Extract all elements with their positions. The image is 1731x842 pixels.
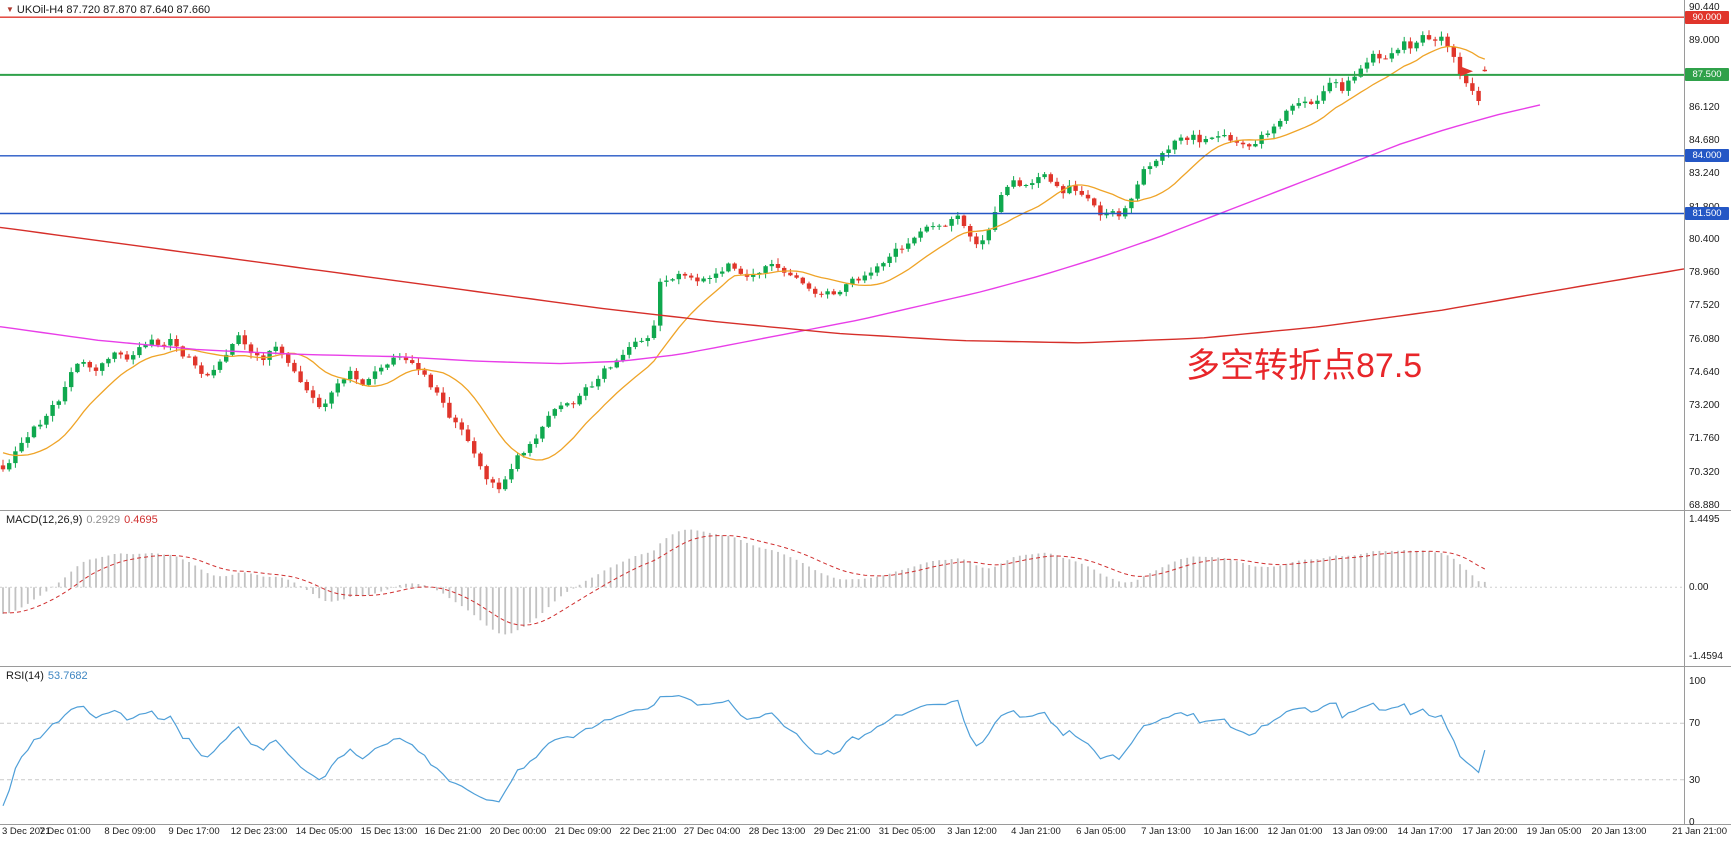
- price-tick: 86.120: [1689, 101, 1720, 113]
- macd-tick: 1.4495: [1689, 514, 1720, 526]
- time-scale[interactable]: 3 Dec 2021 7 Dec 01:00 8 Dec 09:00 9 Dec 17…: [0, 826, 1731, 842]
- panel-dividers: [0, 0, 1731, 825]
- time-label: 10 Jan 16:00: [1203, 826, 1259, 837]
- price-tick: 73.200: [1689, 400, 1720, 412]
- macd-tick: -1.4594: [1689, 651, 1723, 663]
- time-label: 3 Dec 2021: [2, 826, 51, 837]
- time-label: 7 Jan 13:00: [1141, 826, 1191, 837]
- time-label: 28 Dec 13:00: [748, 826, 806, 837]
- price-tick: 68.880: [1689, 500, 1720, 511]
- time-label: 14 Jan 17:00: [1397, 826, 1453, 837]
- macd-value-main: 0.2929: [86, 514, 121, 526]
- time-label: 3 Jan 12:00: [947, 826, 997, 837]
- time-label: 20 Jan 13:00: [1591, 826, 1647, 837]
- price-tick: 71.760: [1689, 433, 1720, 445]
- rsi-name: RSI(14): [6, 670, 44, 682]
- symbol-marker-icon: ▼: [6, 5, 14, 14]
- rsi-line: [2, 694, 1486, 807]
- price-tick: 77.520: [1689, 300, 1720, 312]
- time-label: 20 Dec 00:00: [489, 826, 547, 837]
- rsi-tick: 100: [1689, 676, 1706, 687]
- time-label: 27 Dec 04:00: [683, 826, 741, 837]
- moving-averages: [0, 45, 1685, 461]
- macd-histogram: [2, 529, 1486, 635]
- time-label: 31 Dec 05:00: [878, 826, 936, 837]
- price-badge-81.500: 81.500: [1685, 206, 1729, 220]
- time-label: 9 Dec 17:00: [168, 826, 220, 837]
- time-label: 13 Jan 09:00: [1332, 826, 1388, 837]
- price-badge-90.000: 90.000: [1685, 10, 1729, 24]
- ma-slow-line: [0, 226, 1685, 344]
- time-label: 22 Dec 21:00: [619, 826, 677, 837]
- time-label: 4 Jan 21:00: [1011, 826, 1061, 837]
- ma-fast-line: [2, 45, 1486, 461]
- time-label: 12 Jan 01:00: [1267, 826, 1323, 837]
- time-label: 15 Dec 13:00: [360, 826, 418, 837]
- macd-tick: 0.00: [1689, 582, 1709, 594]
- time-label: 29 Dec 21:00: [813, 826, 871, 837]
- horizontal-lines: [0, 16, 1684, 215]
- price-tick: 83.240: [1689, 168, 1720, 180]
- rsi-tick: 70: [1689, 718, 1701, 730]
- macd-signal-line: [3, 535, 1486, 626]
- time-label: 17 Jan 20:00: [1462, 826, 1518, 837]
- time-label: 7 Dec 01:00: [39, 826, 91, 837]
- rsi-value: 53.7682: [47, 670, 88, 682]
- price-tick: 84.680: [1689, 135, 1720, 147]
- time-label: 14 Dec 05:00: [295, 826, 353, 837]
- price-arrow-icon: [1460, 66, 1473, 77]
- time-label: 21 Jan 21:00: [1672, 826, 1727, 837]
- price-tick: 74.640: [1689, 366, 1720, 378]
- price-tick: 70.320: [1689, 466, 1720, 478]
- chart-title: ▼ UKOil-H4 87.720 87.870 87.640 87.660: [6, 4, 210, 16]
- time-label: 16 Dec 21:00: [424, 826, 482, 837]
- price-tick: 80.400: [1689, 233, 1720, 245]
- rsi-tick: 30: [1689, 774, 1701, 786]
- time-label: 19 Jan 05:00: [1526, 826, 1582, 837]
- price-tick: 78.960: [1689, 267, 1720, 279]
- time-label: 12 Dec 23:00: [230, 826, 288, 837]
- time-label: 21 Dec 09:00: [554, 826, 612, 837]
- macd-label: MACD(12,26,9) 0.2929 0.4695: [6, 514, 158, 526]
- annotation-text[interactable]: 多空转折点87.5: [1186, 347, 1423, 385]
- ma-mid-line: [0, 104, 1541, 365]
- rsi-label: RSI(14) 53.7682: [6, 670, 88, 682]
- rsi-tick: 0: [1689, 817, 1695, 828]
- macd-value-signal: 0.4695: [124, 514, 158, 526]
- price-badge-87.500: 87.500: [1685, 68, 1729, 82]
- price-tick: 90.440: [1689, 2, 1720, 13]
- price-tick: 89.000: [1689, 35, 1720, 47]
- price-scale[interactable]: 90.44089.00087.56086.12084.68083.24081.8…: [1684, 0, 1731, 828]
- time-label: 6 Jan 05:00: [1076, 826, 1126, 837]
- symbol-ohlc-text: UKOil-H4 87.720 87.870 87.640 87.660: [16, 4, 211, 16]
- candles: [0, 30, 1487, 494]
- price-tick: 76.080: [1689, 333, 1720, 345]
- macd-name: MACD(12,26,9): [6, 514, 83, 526]
- price-badge-84.000: 84.000: [1685, 149, 1729, 163]
- time-label: 8 Dec 09:00: [104, 826, 156, 837]
